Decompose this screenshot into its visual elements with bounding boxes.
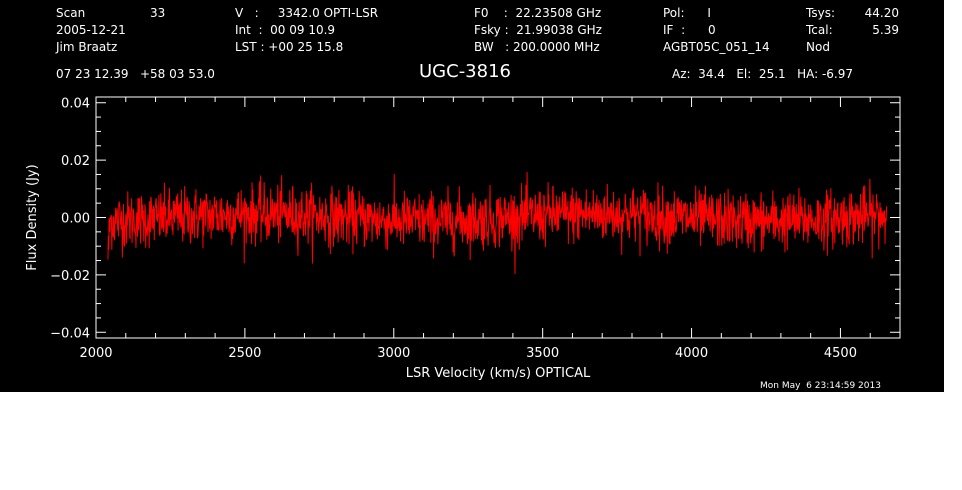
x-axis-label: LSR Velocity (km/s) OPTICAL — [406, 366, 591, 381]
y-tick-label: 0.00 — [61, 212, 90, 227]
tsys-label: Tsys: — [806, 6, 835, 20]
if-number: IF : 0 — [663, 23, 716, 37]
rest-frequency: F0 : 22.23508 GHz — [474, 6, 602, 20]
y-tick-label: −0.04 — [50, 326, 90, 341]
y-tick-label: −0.02 — [50, 269, 90, 284]
y-axis-label: Flux Density (Jy) — [25, 164, 40, 270]
velocity-info: V : 3342.0 OPTI-LSR — [235, 6, 379, 20]
source-coordinates: 07 23 12.39 +58 03 53.0 — [56, 67, 215, 81]
x-tick-label: 2500 — [228, 346, 261, 361]
tcal-value: 5.39 — [872, 23, 899, 37]
x-tick-label: 2000 — [79, 346, 112, 361]
scan-label: Scan — [56, 6, 86, 20]
bandwidth: BW : 200.0000 MHz — [474, 40, 600, 54]
observer-name: Jim Braatz — [56, 40, 118, 54]
observation-date: 2005-12-21 — [56, 23, 126, 37]
lst-info: LST : +00 25 15.8 — [235, 40, 344, 54]
tcal-label: Tcal: — [806, 23, 833, 37]
spectrum-trace-group — [107, 171, 888, 275]
ticks-group: 2000 2500 3000 3500 4000 4500 −0.04 −0.02 0.00 0.… — [50, 97, 900, 361]
project-id: AGBT05C_051_14 — [663, 40, 770, 54]
sky-frequency: Fsky : 21.99038 GHz — [474, 23, 602, 37]
y-tick-label: 0.02 — [61, 154, 90, 169]
pointing-info: Az: 34.4 El: 25.1 HA: -6.97 — [672, 67, 854, 81]
x-tick-label: 3000 — [377, 346, 410, 361]
tsys-value: 44.20 — [864, 6, 899, 20]
source-title: UGC-3816 — [419, 61, 511, 82]
polarization: Pol: I — [663, 6, 711, 20]
integration-time: Int : 00 09 10.9 — [235, 23, 336, 37]
plot-panel: 2000 2500 3000 3500 4000 4500 −0.04 −0.02 0.00 0.… — [0, 0, 944, 392]
x-tick-label: 4000 — [675, 346, 708, 361]
plot-timestamp: Mon May 6 23:14:59 2013 — [760, 381, 881, 391]
y-tick-label: 0.04 — [61, 97, 90, 112]
x-tick-label: 4500 — [824, 346, 857, 361]
x-tick-label: 3500 — [526, 346, 559, 361]
switching-mode: Nod — [806, 40, 830, 54]
spectrum-chart: 2000 2500 3000 3500 4000 4500 −0.04 −0.02 0.00 0.… — [25, 96, 901, 381]
scan-number: 33 — [150, 6, 166, 20]
spectrum-line — [107, 171, 888, 275]
